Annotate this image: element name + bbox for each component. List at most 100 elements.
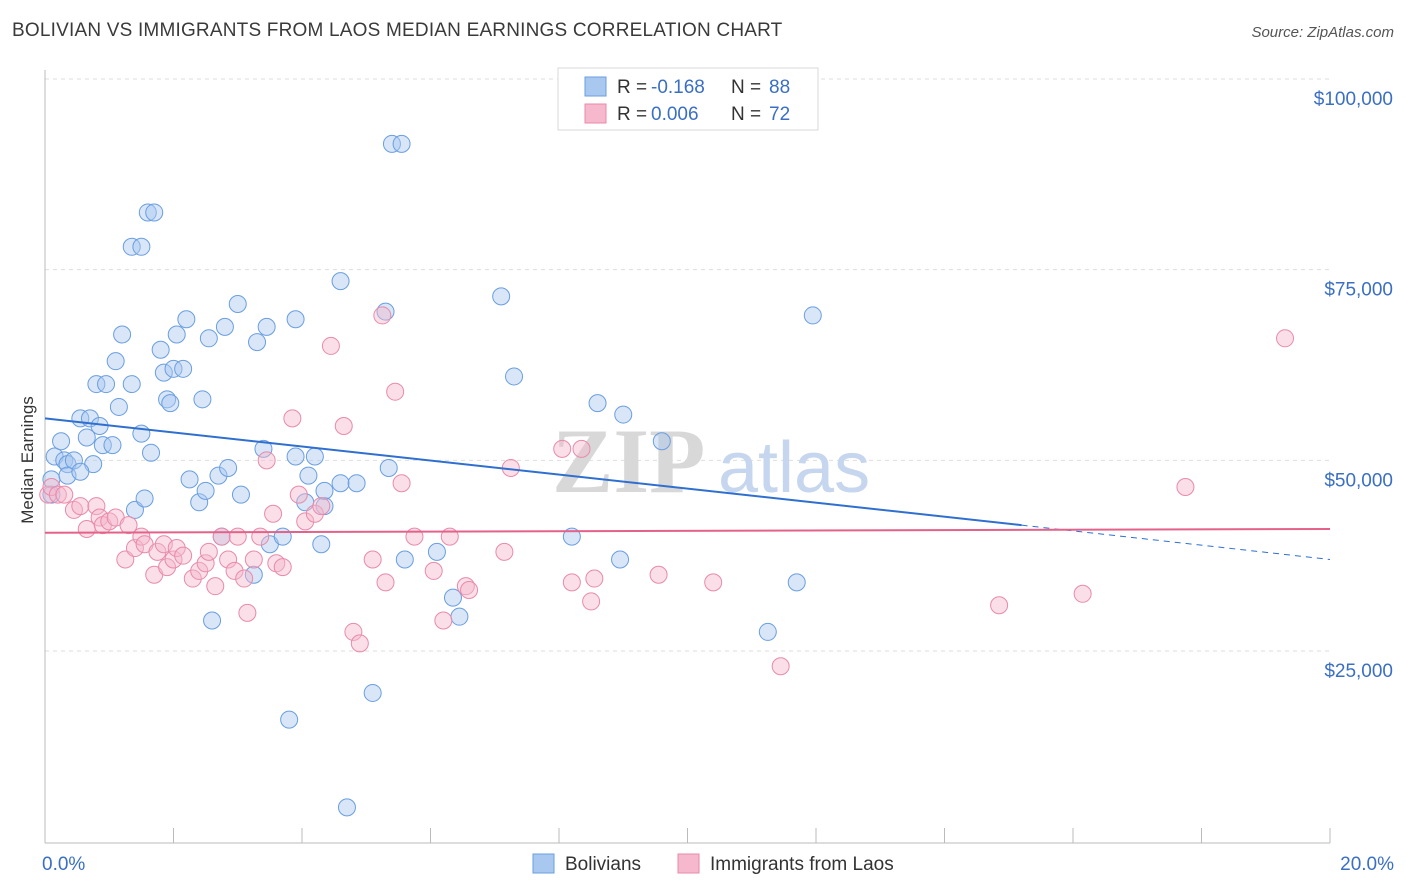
laos-point bbox=[373, 306, 392, 325]
x-tick-label-max: 20.0% bbox=[1340, 854, 1394, 875]
bolivians-point bbox=[203, 611, 222, 630]
laos-point bbox=[305, 504, 324, 523]
y-tick-label: $100,000 bbox=[1314, 89, 1393, 110]
stats-legend-swatch-laos bbox=[584, 103, 607, 124]
laos-point bbox=[572, 439, 591, 458]
laos-point bbox=[190, 561, 209, 580]
x-tick-label-min: 0.0% bbox=[42, 854, 85, 875]
bolivians-point bbox=[286, 447, 305, 466]
laos-point bbox=[405, 527, 424, 546]
stats-n-label-laos: N = bbox=[731, 104, 761, 125]
laos-point bbox=[225, 561, 244, 580]
laos-point bbox=[376, 573, 395, 592]
bolivians-point bbox=[142, 443, 161, 462]
laos-point bbox=[771, 657, 790, 676]
bolivians-point bbox=[219, 458, 238, 477]
laos-point bbox=[257, 451, 276, 470]
laos-point bbox=[196, 554, 215, 573]
bolivians-point bbox=[611, 550, 630, 569]
bolivians-points bbox=[42, 134, 822, 817]
bolivians-point bbox=[77, 428, 96, 447]
laos-point bbox=[582, 592, 601, 611]
legend-label-bolivians: Bolivians bbox=[565, 854, 641, 875]
bolivians-point bbox=[280, 710, 299, 729]
bolivians-point bbox=[180, 470, 199, 489]
bolivians-trend-extension bbox=[1021, 524, 1331, 560]
bolivians-point bbox=[562, 527, 581, 546]
laos-point bbox=[148, 542, 167, 561]
laos-point bbox=[649, 565, 668, 584]
laos-point bbox=[363, 550, 382, 569]
bolivians-point bbox=[97, 375, 116, 394]
bolivians-point bbox=[122, 375, 141, 394]
bolivians-point bbox=[138, 203, 157, 222]
bolivians-point bbox=[652, 432, 671, 451]
bolivians-point bbox=[103, 436, 122, 455]
source-credit: Source: ZipAtlas.com bbox=[1251, 24, 1394, 41]
bolivians-point bbox=[588, 394, 607, 413]
laos-point bbox=[424, 561, 443, 580]
bolivians-point bbox=[331, 474, 350, 493]
laos-point bbox=[562, 573, 581, 592]
bolivians-point bbox=[122, 237, 141, 256]
legend-label-laos: Immigrants from Laos bbox=[710, 854, 894, 875]
laos-point bbox=[206, 577, 225, 596]
bolivians-point bbox=[787, 573, 806, 592]
stats-r-label-laos: R = bbox=[617, 104, 647, 125]
bolivians-point bbox=[331, 272, 350, 291]
laos-point bbox=[1176, 478, 1195, 497]
chart-title: BOLIVIAN VS IMMIGRANTS FROM LAOS MEDIAN … bbox=[12, 20, 783, 41]
bolivians-point bbox=[215, 317, 234, 336]
bolivians-point bbox=[161, 394, 180, 413]
y-tick-labels: $25,000 $50,000 $75,000 $100,000 bbox=[1314, 89, 1393, 682]
laos-point bbox=[244, 550, 263, 569]
laos-point bbox=[199, 542, 218, 561]
stats-n-value-bolivians: 88 bbox=[769, 77, 790, 98]
bolivians-point bbox=[305, 447, 324, 466]
bottom-legend: Bolivians Immigrants from Laos bbox=[532, 853, 894, 875]
bolivians-point bbox=[382, 134, 401, 153]
watermark: ZIP atlas bbox=[552, 410, 870, 512]
legend-swatch-bolivians bbox=[532, 853, 555, 874]
laos-point bbox=[55, 485, 74, 504]
stats-n-value-laos: 72 bbox=[769, 104, 790, 125]
laos-point bbox=[212, 527, 231, 546]
bolivians-point bbox=[196, 481, 215, 500]
laos-point bbox=[392, 474, 411, 493]
bolivians-point bbox=[505, 367, 524, 386]
laos-point bbox=[125, 539, 144, 558]
bolivians-point bbox=[154, 363, 173, 382]
bolivians-point bbox=[113, 325, 132, 344]
laos-point bbox=[553, 439, 572, 458]
bolivians-point bbox=[145, 203, 164, 222]
laos-point bbox=[1073, 584, 1092, 603]
bolivians-point bbox=[132, 237, 151, 256]
stats-legend-swatch-bolivians bbox=[584, 76, 607, 97]
trend-lines bbox=[44, 417, 1331, 560]
bolivians-point bbox=[273, 527, 292, 546]
laos-point bbox=[71, 497, 90, 516]
bolivians-point bbox=[758, 622, 777, 641]
watermark-atlas: atlas bbox=[718, 428, 870, 508]
laos-point bbox=[321, 336, 340, 355]
laos-point bbox=[495, 542, 514, 561]
laos-point bbox=[164, 550, 183, 569]
laos-point bbox=[219, 550, 238, 569]
bolivians-point bbox=[135, 489, 154, 508]
y-tick-label: $75,000 bbox=[1324, 280, 1393, 301]
bolivians-point bbox=[190, 493, 209, 512]
watermark-zip: ZIP bbox=[552, 410, 705, 512]
bolivians-point bbox=[52, 432, 71, 451]
bolivians-trend-line bbox=[44, 417, 1022, 527]
bolivians-point bbox=[71, 462, 90, 481]
laos-point bbox=[434, 611, 453, 630]
bolivians-point bbox=[209, 466, 228, 485]
laos-point bbox=[183, 569, 202, 588]
bolivians-point bbox=[167, 325, 186, 344]
bolivians-point bbox=[315, 481, 334, 500]
laos-point bbox=[585, 569, 604, 588]
bolivians-point bbox=[164, 359, 183, 378]
bolivians-point bbox=[614, 405, 633, 424]
bolivians-point bbox=[392, 134, 411, 153]
